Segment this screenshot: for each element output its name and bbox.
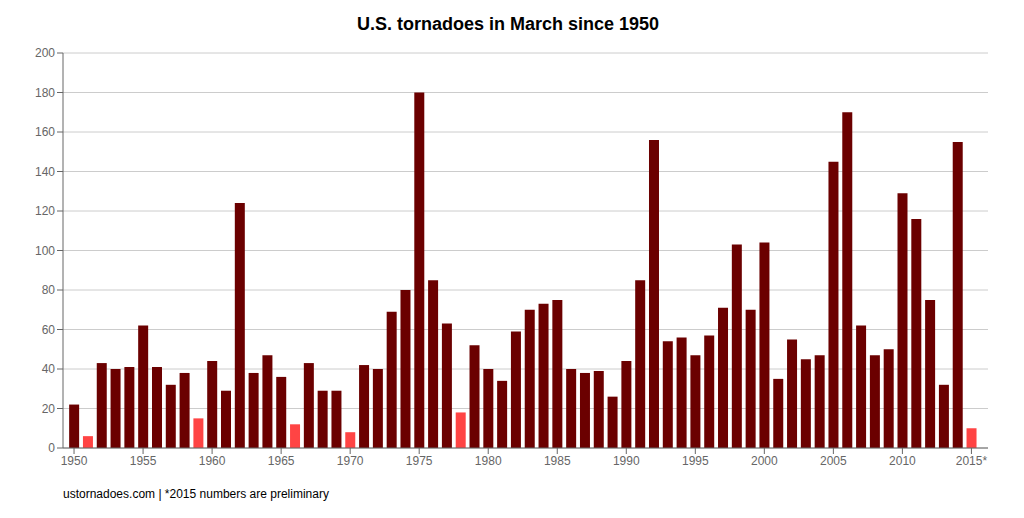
svg-text:40: 40 [42,362,56,376]
svg-text:1965: 1965 [268,454,295,468]
svg-text:1985: 1985 [544,454,571,468]
svg-text:200: 200 [35,46,55,60]
svg-text:180: 180 [35,86,55,100]
svg-text:0: 0 [48,441,55,455]
svg-text:20: 20 [42,402,56,416]
svg-text:60: 60 [42,323,56,337]
svg-text:1960: 1960 [199,454,226,468]
svg-text:1955: 1955 [130,454,157,468]
svg-text:2000: 2000 [751,454,778,468]
svg-text:2005: 2005 [820,454,847,468]
svg-text:160: 160 [35,125,55,139]
svg-text:80: 80 [42,283,56,297]
svg-text:1970: 1970 [337,454,364,468]
svg-text:1990: 1990 [613,454,640,468]
html-text:U.S. tornadoes in March since: U.S. tornadoes in March since 1950 [356,14,659,34]
svg-text:120: 120 [35,204,55,218]
svg-text:140: 140 [35,165,55,179]
svg-text:2010: 2010 [889,454,916,468]
html-text:ustornadoes.com | *2015 number: ustornadoes.com | *2015 numbers are prel… [63,487,329,501]
svg-text:2015*: 2015* [956,454,988,468]
svg-text:100: 100 [35,244,55,258]
svg-text:1995: 1995 [682,454,709,468]
svg-text:1950: 1950 [61,454,88,468]
svg-text:1980: 1980 [475,454,502,468]
svg-text:1975: 1975 [406,454,433,468]
